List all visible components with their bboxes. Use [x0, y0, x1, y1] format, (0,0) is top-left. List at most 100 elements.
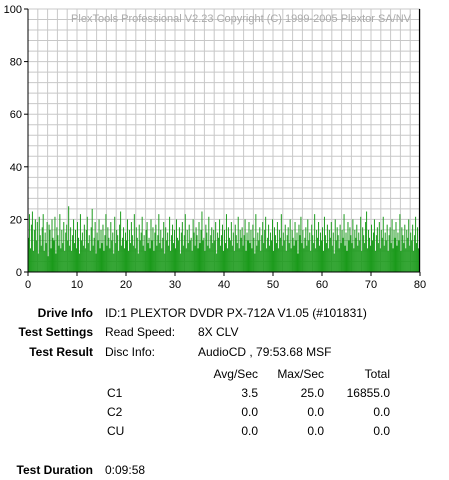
- c1-bar: [214, 240, 216, 272]
- c1-bar: [202, 240, 204, 272]
- c1-bar: [88, 235, 90, 272]
- c1-bar: [32, 250, 34, 272]
- c1-bar: [145, 229, 147, 272]
- c1-bar: [333, 253, 335, 272]
- c1-bar: [122, 237, 124, 272]
- c1-bar: [176, 237, 178, 272]
- c1-bar: [235, 235, 237, 272]
- chart-axes: [24, 8, 421, 276]
- c1-bar: [98, 219, 100, 272]
- c1-bar: [400, 250, 402, 272]
- c1-bar: [239, 229, 241, 272]
- read-speed-label: Read Speed:: [105, 325, 176, 339]
- c1-bar: [351, 243, 353, 272]
- chart-bars: [28, 206, 420, 272]
- c1-bar: [317, 237, 319, 272]
- disc-info-label: Disc Info:: [105, 345, 156, 359]
- x-tick-label: 40: [218, 279, 230, 291]
- c1-bar: [322, 250, 324, 272]
- c1-bar: [383, 245, 385, 272]
- c1-bar: [118, 250, 120, 272]
- c1-bar: [337, 235, 339, 272]
- c1-bar: [65, 232, 67, 272]
- c1-bar: [67, 240, 69, 272]
- c1-bar: [418, 248, 420, 272]
- c2-avg: 0.0: [241, 405, 258, 419]
- c1-bar: [394, 237, 396, 272]
- c1-bar: [355, 237, 357, 272]
- c1-bar: [249, 243, 251, 272]
- c1-bar: [326, 224, 328, 272]
- c1-bar: [367, 248, 369, 272]
- c1-bar: [227, 227, 229, 272]
- c1-bar: [173, 243, 175, 272]
- c1-bar: [289, 219, 291, 272]
- c1-bar: [169, 216, 171, 272]
- c1-bar: [325, 243, 327, 272]
- c1-bar: [207, 245, 209, 272]
- c1-bar: [222, 224, 224, 272]
- c1-bar: [320, 232, 322, 272]
- c1-bar: [368, 229, 370, 272]
- c1-bar: [131, 235, 133, 272]
- c1-bar: [136, 237, 138, 272]
- c1-bar: [193, 232, 195, 272]
- c1-bar: [378, 222, 380, 272]
- c1-bar: [220, 245, 222, 272]
- c1-bar: [182, 245, 184, 272]
- c1-bar: [282, 232, 284, 272]
- c1-bar: [146, 222, 148, 272]
- c1-bar: [380, 229, 382, 272]
- c1-bar: [233, 250, 235, 272]
- c1-bar: [102, 224, 104, 272]
- c1-bar: [372, 232, 374, 272]
- c1-bar: [201, 211, 203, 272]
- c1-bar: [224, 243, 226, 272]
- c1-bar: [290, 248, 292, 272]
- c1-bar: [195, 227, 197, 272]
- x-tick-label: 0: [25, 279, 31, 291]
- c1-bar: [111, 240, 113, 272]
- c1-bar: [126, 219, 128, 272]
- chart-grid: [27, 8, 421, 273]
- c1-bar: [330, 222, 332, 272]
- c1-bar: [100, 229, 102, 272]
- c1-bar: [246, 232, 248, 272]
- c1-bar: [285, 250, 287, 272]
- c1-bar: [286, 235, 288, 272]
- c1-bar: [217, 232, 219, 272]
- c1-bar: [51, 219, 53, 272]
- c1-bar: [132, 245, 134, 272]
- c1-bar: [416, 243, 418, 272]
- c1-bar: [219, 219, 221, 272]
- c1-bar: [62, 243, 64, 272]
- c1-bar: [85, 229, 87, 272]
- c2-row-label: C2: [107, 405, 123, 419]
- c1-bar: [138, 224, 140, 272]
- c1-bar: [377, 243, 379, 272]
- c1-bar: [78, 253, 80, 272]
- c1-bar: [166, 240, 168, 272]
- c1-bar: [144, 250, 146, 272]
- c1-bar: [73, 219, 75, 272]
- c1-bar: [338, 248, 340, 272]
- c1-bar: [218, 237, 220, 272]
- c1-bar: [31, 211, 33, 272]
- c1-bar: [386, 224, 388, 272]
- c1-bar: [348, 240, 350, 272]
- c1-bar: [204, 250, 206, 272]
- c1-bar: [412, 224, 414, 272]
- c1-bar: [301, 243, 303, 272]
- c1-bar: [190, 237, 192, 272]
- c1-bar: [91, 208, 93, 272]
- c1-bar: [324, 235, 326, 272]
- c1-bar: [29, 248, 31, 272]
- read-speed-value: 8X CLV: [198, 325, 239, 339]
- c1-bar: [299, 235, 301, 272]
- c1-bar: [157, 235, 159, 272]
- c1-bar: [363, 235, 365, 272]
- c1-bar: [332, 232, 334, 272]
- c1-bar: [312, 235, 314, 272]
- c1-bar: [126, 240, 127, 272]
- c1-bar: [298, 224, 300, 272]
